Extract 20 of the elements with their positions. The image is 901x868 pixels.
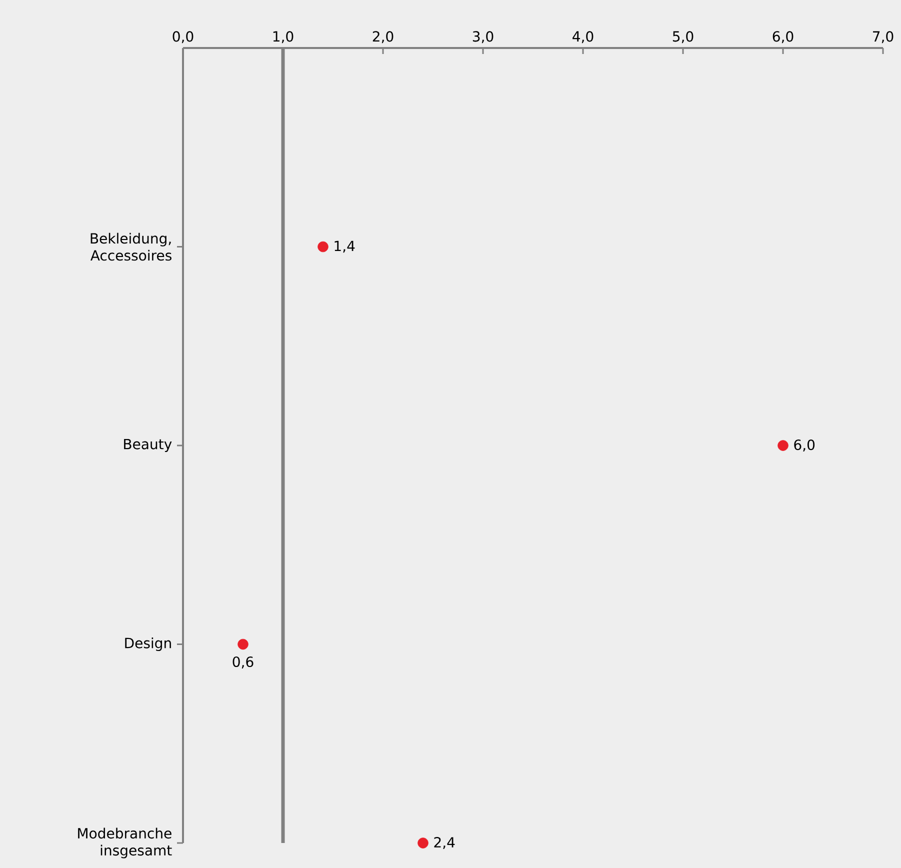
- y-tick-label: Modebranche insgesamt: [78, 828, 172, 858]
- x-tick-label: 3,0: [472, 31, 494, 44]
- x-tick-label: 0,0: [172, 31, 194, 44]
- data-label: 6,0: [794, 439, 815, 452]
- point: [318, 241, 328, 252]
- data-label: 1,4: [334, 240, 355, 253]
- x-tick-label: 1,0: [273, 31, 294, 44]
- x-tick-label: 2,0: [372, 31, 394, 44]
- data-label: 2,4: [434, 837, 455, 850]
- y-tick-label: Design: [125, 637, 171, 652]
- y-tick-label: Bekleidung, Accessoires: [90, 232, 172, 261]
- x-tick-label: 4,0: [572, 31, 594, 44]
- point: [778, 440, 788, 451]
- point: [418, 838, 428, 848]
- x-tick-label: 6,0: [772, 31, 794, 44]
- x-tick-label: 5,0: [672, 31, 694, 44]
- point: [238, 638, 248, 650]
- x-tick-label: 7,0: [873, 31, 894, 44]
- y-tick-label: Beauty: [124, 438, 172, 452]
- data-label: 0,6: [232, 656, 254, 668]
